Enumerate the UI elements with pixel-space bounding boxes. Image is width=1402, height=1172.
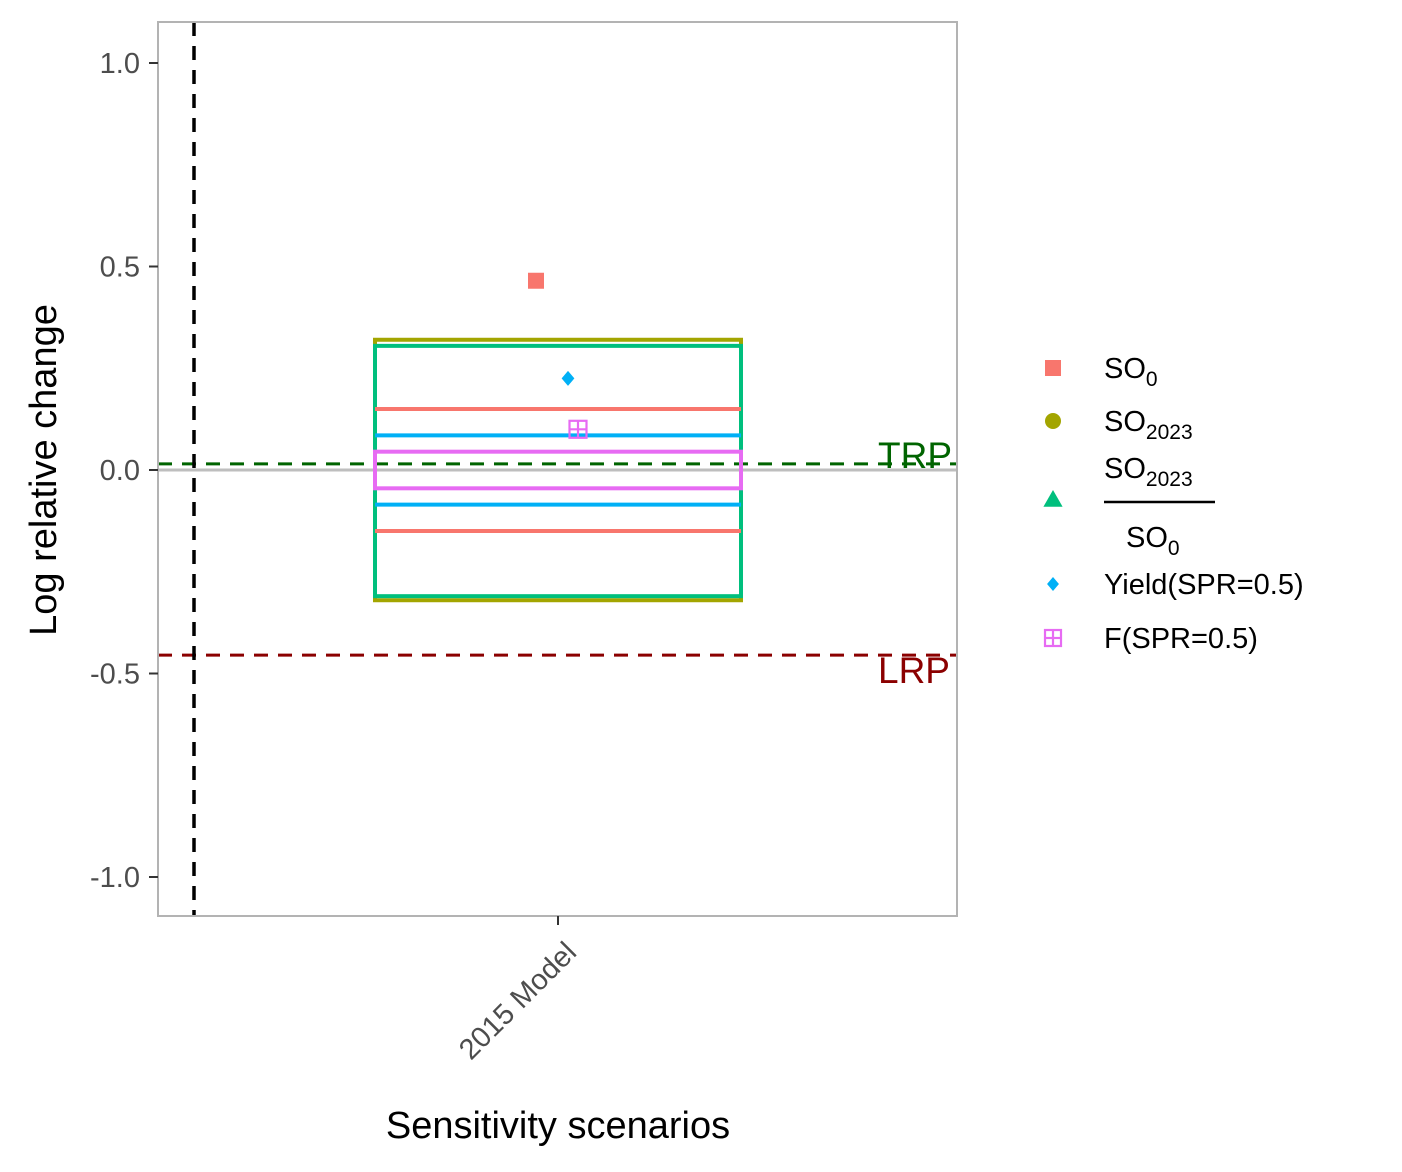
point-0: [528, 272, 544, 289]
y-axis-title: Log relative change: [23, 304, 65, 636]
legend-key-1: [1045, 413, 1061, 429]
plot-inner: TRP LRP: [158, 22, 957, 916]
legend-key-4: [1043, 628, 1063, 648]
legend-label-0: SO0: [1104, 353, 1158, 391]
legend-label-4: F(SPR=0.5): [1104, 623, 1258, 655]
legend-key-2: [1043, 490, 1063, 507]
y-tick-label-2: 0.0: [100, 455, 140, 487]
point-4: [568, 419, 588, 439]
x-axis: 2015 Model: [453, 916, 583, 1066]
x-axis-title: Sensitivity scenarios: [386, 1105, 730, 1147]
legend-label-1: SO2023: [1104, 406, 1193, 444]
y-tick-label-4: 1.0: [100, 48, 140, 80]
y-tick-label-0: -1.0: [90, 862, 140, 894]
interval-0: [375, 406, 741, 534]
ref-label-trp: TRP: [878, 435, 952, 476]
legend-label-3: Yield(SPR=0.5): [1104, 569, 1304, 601]
legend-key-3: [1047, 577, 1059, 591]
ref-label-lrp: LRP: [878, 650, 950, 691]
point-3: [561, 370, 575, 386]
legend: SO0 SO2023 SO2023 SO0 Yield(SPR=0.5) F(SPR=0.…: [1043, 353, 1304, 655]
y-tick-label-1: -0.5: [90, 659, 140, 691]
x-tick-label-0: 2015 Model: [453, 936, 583, 1066]
y-tick-label-3: 0.5: [100, 252, 140, 284]
plot-layer: TRP LRP: [157, 21, 958, 917]
interval-3: [375, 433, 741, 507]
legend-label-2-denominator: SO0: [1126, 522, 1180, 560]
legend-label-2-numerator: SO2023: [1104, 453, 1193, 491]
legend-key-0: [1045, 360, 1061, 376]
interval-4-box: [373, 449, 743, 491]
interval-4: [373, 449, 743, 491]
y-axis: -1.0 -0.5 0.0 0.5 1.0: [90, 48, 158, 894]
